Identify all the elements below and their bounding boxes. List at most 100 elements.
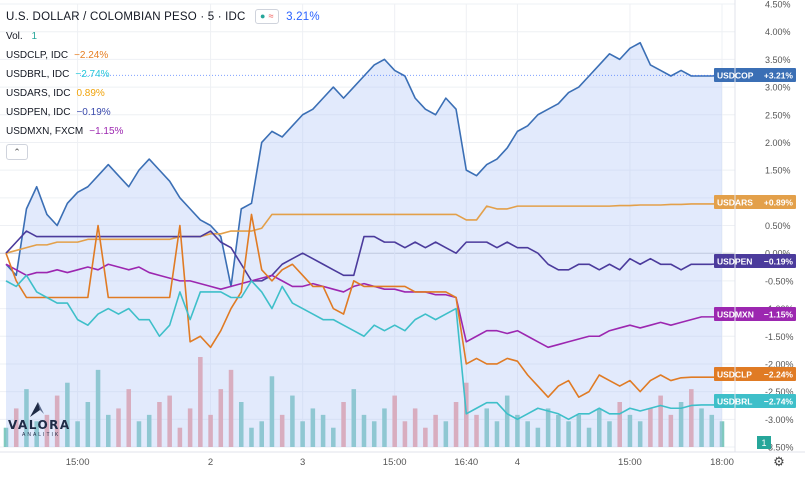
volume-bar bbox=[596, 408, 602, 447]
volume-bar bbox=[187, 408, 193, 447]
y-tick-label: -0.50% bbox=[765, 276, 794, 286]
x-tick-label: 15:00 bbox=[618, 457, 642, 468]
volume-bar bbox=[136, 421, 142, 447]
legend-title-row: U.S. DOLLAR / COLOMBIAN PESO · 5 · IDC ●… bbox=[6, 8, 320, 27]
volume-bar bbox=[648, 408, 653, 447]
volume-bar bbox=[218, 389, 224, 447]
logo-mark-icon bbox=[30, 402, 44, 417]
logo-brand: VALORA bbox=[8, 418, 71, 432]
volume-bar bbox=[617, 402, 622, 447]
volume-bar bbox=[290, 395, 295, 447]
approx-icon: ≈ bbox=[268, 11, 274, 22]
volume-bar bbox=[412, 408, 418, 447]
series-line-usdclp bbox=[5, 213, 722, 398]
series-line-usdars bbox=[5, 203, 722, 254]
volume-bar bbox=[126, 389, 132, 447]
legend-symbol: USDMXN, FXCM bbox=[6, 126, 84, 137]
symbol-title[interactable]: U.S. DOLLAR / COLOMBIAN PESO · 5 · IDC bbox=[6, 11, 246, 23]
volume-bar bbox=[85, 402, 91, 447]
volume-bar bbox=[678, 402, 684, 447]
volume-bar bbox=[157, 402, 162, 447]
legend-item[interactable]: USDBRL, IDC −2.74% bbox=[6, 65, 320, 84]
market-status-badge[interactable]: ● ≈ bbox=[254, 9, 279, 25]
volume-bar bbox=[504, 395, 510, 447]
volume-bar bbox=[198, 357, 203, 447]
volume-bar bbox=[607, 421, 612, 447]
series-tag-change: +0.89% bbox=[764, 198, 794, 208]
volume-value: 1 bbox=[31, 31, 38, 42]
legend-symbol: USDPEN, IDC bbox=[6, 107, 71, 118]
volume-bar bbox=[106, 414, 111, 447]
volume-bar bbox=[453, 402, 459, 447]
volume-bar bbox=[586, 427, 592, 447]
series-tag-change: −0.19% bbox=[764, 257, 794, 267]
chart-legend: U.S. DOLLAR / COLOMBIAN PESO · 5 · IDC ●… bbox=[6, 8, 320, 162]
volume-bar bbox=[351, 389, 357, 447]
legend-item[interactable]: USDPEN, IDC −0.19% bbox=[6, 103, 320, 122]
volume-bar bbox=[423, 427, 428, 447]
volume-bar bbox=[627, 414, 633, 447]
y-tick-label: 3.50% bbox=[765, 55, 791, 65]
volume-bar bbox=[494, 421, 500, 447]
volume-bar bbox=[556, 414, 561, 447]
volume-bar bbox=[65, 382, 70, 447]
settings-gear-icon[interactable]: ⚙ bbox=[773, 455, 785, 470]
legend-item[interactable]: USDARS, IDC 0.89% bbox=[6, 84, 320, 103]
y-tick-label: 0.50% bbox=[765, 221, 791, 231]
volume-bar bbox=[54, 395, 60, 447]
volume-bar bbox=[331, 427, 336, 447]
volume-bar bbox=[238, 402, 244, 447]
y-tick-label: -3.50% bbox=[765, 443, 794, 453]
volume-bar bbox=[75, 421, 80, 447]
green-dot-icon: ● bbox=[259, 11, 266, 22]
legend-item[interactable]: USDMXN, FXCM −1.15% bbox=[6, 122, 320, 141]
legend-change: −0.19% bbox=[76, 107, 111, 118]
volume-bar bbox=[146, 414, 152, 447]
y-tick-label: 4.50% bbox=[765, 0, 791, 10]
logo-subtext: ANALITIK bbox=[22, 432, 61, 438]
volume-bar bbox=[699, 408, 704, 447]
volume-label[interactable]: Vol. bbox=[6, 31, 23, 42]
volume-bar bbox=[24, 389, 29, 447]
volume-bar bbox=[320, 414, 326, 447]
legend-item[interactable]: USDCLP, IDC −2.24% bbox=[6, 46, 320, 65]
volume-bar bbox=[208, 414, 213, 447]
volume-bar bbox=[259, 421, 264, 447]
volume-bar bbox=[116, 408, 121, 447]
volume-bar bbox=[392, 395, 397, 447]
series-tag-change: +3.21% bbox=[764, 71, 794, 81]
y-tick-label: -1.50% bbox=[765, 332, 794, 342]
x-tick-label: 15:00 bbox=[66, 457, 90, 468]
volume-bar bbox=[13, 408, 19, 447]
volume-bar bbox=[545, 408, 551, 447]
x-tick-label: 16:40 bbox=[454, 457, 478, 468]
series-line-usdmxn bbox=[5, 263, 722, 349]
x-tick-label: 18:00 bbox=[710, 457, 734, 468]
series-line-usdcop bbox=[5, 41, 723, 288]
volume-bar bbox=[3, 427, 9, 447]
volume-bar bbox=[341, 402, 346, 447]
volume-bar bbox=[658, 395, 663, 447]
volume-bar bbox=[433, 414, 438, 447]
volume-bar bbox=[668, 414, 674, 447]
volume-bar bbox=[382, 408, 387, 447]
volume-bar bbox=[371, 421, 377, 447]
title-change: 3.21% bbox=[286, 11, 320, 23]
volume-bar bbox=[525, 421, 530, 447]
volume-bar bbox=[566, 421, 571, 447]
volume-bar bbox=[300, 421, 305, 447]
y-tick-label: 0.00% bbox=[765, 249, 791, 259]
x-tick-label: 4 bbox=[515, 457, 520, 468]
usdcop-area bbox=[6, 42, 722, 447]
collapse-legend-button[interactable]: ⌃ bbox=[6, 144, 28, 160]
y-tick-label: 2.00% bbox=[765, 138, 791, 148]
x-tick-label: 15:00 bbox=[383, 457, 407, 468]
legend-symbol: USDARS, IDC bbox=[6, 88, 71, 99]
volume-bar bbox=[689, 389, 694, 447]
legend-symbol: USDCLP, IDC bbox=[6, 50, 69, 61]
volume-tag bbox=[757, 436, 771, 449]
volume-bar bbox=[474, 414, 479, 447]
volume-bar bbox=[177, 427, 183, 447]
volume-bar bbox=[361, 414, 367, 447]
volume-tag-value: 1 bbox=[761, 438, 766, 448]
